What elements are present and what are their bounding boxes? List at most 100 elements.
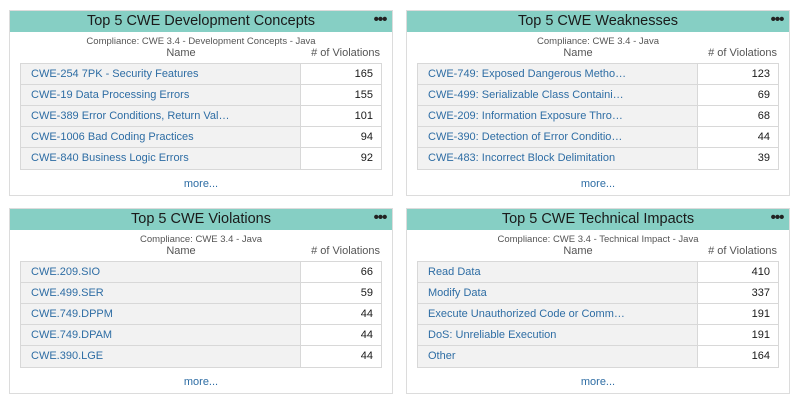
row-name-link[interactable]: CWE-19 Data Processing Errors xyxy=(21,85,301,105)
table-row: CWE-209: Information Exposure Thro… 68 xyxy=(418,106,778,127)
table-header: Name # of Violations xyxy=(417,245,779,258)
column-header-violations: # of Violations xyxy=(311,47,380,59)
widget-technical-impacts: Top 5 CWE Technical Impacts ••• Complian… xyxy=(406,208,790,394)
table-row: Read Data 410 xyxy=(418,262,778,283)
table-row: DoS: Unreliable Execution 191 xyxy=(418,325,778,346)
widget-header: Top 5 CWE Technical Impacts ••• xyxy=(407,209,789,230)
widget-subtitle: Compliance: CWE 3.4 - Java xyxy=(537,36,659,47)
more-options-icon[interactable]: ••• xyxy=(373,209,388,226)
table-row: CWE-1006 Bad Coding Practices 94 xyxy=(21,127,381,148)
widget-subtitle: Compliance: CWE 3.4 - Technical Impact -… xyxy=(497,234,699,245)
column-header-violations: # of Violations xyxy=(708,245,777,257)
table-row: Execute Unauthorized Code or Comm… 191 xyxy=(418,304,778,325)
row-name-link[interactable]: CWE-483: Incorrect Block Delimitation xyxy=(418,148,698,169)
table-row: CWE-749: Exposed Dangerous Metho… 123 xyxy=(418,64,778,85)
row-name-link[interactable]: CWE.749.DPAM xyxy=(21,325,301,345)
row-name-link[interactable]: CWE-749: Exposed Dangerous Metho… xyxy=(418,64,698,84)
row-violation-count: 410 xyxy=(698,262,778,282)
table-body: CWE.209.SIO 66 CWE.499.SER 59 CWE.749.DP… xyxy=(20,261,382,368)
more-link[interactable]: more... xyxy=(580,376,616,388)
column-header-violations: # of Violations xyxy=(311,245,380,257)
more-options-icon[interactable]: ••• xyxy=(373,11,388,28)
table-body: CWE-254 7PK - Security Features 165 CWE-… xyxy=(20,63,382,170)
row-violation-count: 69 xyxy=(698,85,778,105)
table-row: CWE-254 7PK - Security Features 165 xyxy=(21,64,381,85)
column-header-name: Name xyxy=(166,47,196,59)
table-row: CWE-19 Data Processing Errors 155 xyxy=(21,85,381,106)
widget-header: Top 5 CWE Violations ••• xyxy=(10,209,392,230)
row-violation-count: 59 xyxy=(301,283,381,303)
table-row: Modify Data 337 xyxy=(418,283,778,304)
table-row: CWE.749.DPAM 44 xyxy=(21,325,381,346)
row-name-link[interactable]: DoS: Unreliable Execution xyxy=(418,325,698,345)
widget-subtitle: Compliance: CWE 3.4 - Java xyxy=(140,234,262,245)
widget-title: Top 5 CWE Technical Impacts xyxy=(501,211,695,227)
row-violation-count: 44 xyxy=(301,325,381,345)
widget-header: Top 5 CWE Weaknesses ••• xyxy=(407,11,789,32)
table-row: CWE-483: Incorrect Block Delimitation 39 xyxy=(418,148,778,169)
more-link[interactable]: more... xyxy=(183,376,219,388)
row-name-link[interactable]: CWE-390: Detection of Error Conditio… xyxy=(418,127,698,147)
table-row: CWE-389 Error Conditions, Return Val… 10… xyxy=(21,106,381,127)
row-name-link[interactable]: Execute Unauthorized Code or Comm… xyxy=(418,304,698,324)
more-options-icon[interactable]: ••• xyxy=(770,209,785,226)
widget-header: Top 5 CWE Development Concepts ••• xyxy=(10,11,392,32)
column-header-violations: # of Violations xyxy=(708,47,777,59)
row-violation-count: 101 xyxy=(301,106,381,126)
column-header-name: Name xyxy=(563,245,593,257)
row-violation-count: 68 xyxy=(698,106,778,126)
row-violation-count: 191 xyxy=(698,304,778,324)
row-name-link[interactable]: CWE-389 Error Conditions, Return Val… xyxy=(21,106,301,126)
row-name-link[interactable]: CWE-209: Information Exposure Thro… xyxy=(418,106,698,126)
more-options-icon[interactable]: ••• xyxy=(770,11,785,28)
table-row: CWE.749.DPPM 44 xyxy=(21,304,381,325)
widget-violations: Top 5 CWE Violations ••• Compliance: CWE… xyxy=(9,208,393,394)
table-header: Name # of Violations xyxy=(20,47,382,60)
table-row: Other 164 xyxy=(418,346,778,367)
row-violation-count: 191 xyxy=(698,325,778,345)
row-violation-count: 44 xyxy=(301,346,381,367)
row-violation-count: 164 xyxy=(698,346,778,367)
widget-title: Top 5 CWE Violations xyxy=(131,211,271,227)
table-body: Read Data 410 Modify Data 337 Execute Un… xyxy=(417,261,779,368)
table-row: CWE.499.SER 59 xyxy=(21,283,381,304)
row-violation-count: 94 xyxy=(301,127,381,147)
row-name-link[interactable]: CWE.209.SIO xyxy=(21,262,301,282)
more-link[interactable]: more... xyxy=(183,178,219,190)
widget-subtitle: Compliance: CWE 3.4 - Development Concep… xyxy=(86,36,316,47)
row-name-link[interactable]: Other xyxy=(418,346,698,367)
row-violation-count: 337 xyxy=(698,283,778,303)
table-header: Name # of Violations xyxy=(20,245,382,258)
table-row: CWE.209.SIO 66 xyxy=(21,262,381,283)
widget-development-concepts: Top 5 CWE Development Concepts ••• Compl… xyxy=(9,10,393,196)
row-violation-count: 39 xyxy=(698,148,778,169)
row-violation-count: 155 xyxy=(301,85,381,105)
row-violation-count: 44 xyxy=(301,304,381,324)
row-violation-count: 165 xyxy=(301,64,381,84)
row-name-link[interactable]: CWE.390.LGE xyxy=(21,346,301,367)
table-header: Name # of Violations xyxy=(417,47,779,60)
row-violation-count: 44 xyxy=(698,127,778,147)
row-name-link[interactable]: CWE-840 Business Logic Errors xyxy=(21,148,301,169)
row-name-link[interactable]: CWE.749.DPPM xyxy=(21,304,301,324)
row-name-link[interactable]: CWE.499.SER xyxy=(21,283,301,303)
column-header-name: Name xyxy=(563,47,593,59)
table-row: CWE-499: Serializable Class Containi… 69 xyxy=(418,85,778,106)
row-name-link[interactable]: Read Data xyxy=(418,262,698,282)
row-violation-count: 66 xyxy=(301,262,381,282)
table-row: CWE-840 Business Logic Errors 92 xyxy=(21,148,381,169)
table-row: CWE.390.LGE 44 xyxy=(21,346,381,367)
table-body: CWE-749: Exposed Dangerous Metho… 123 CW… xyxy=(417,63,779,170)
row-violation-count: 123 xyxy=(698,64,778,84)
table-row: CWE-390: Detection of Error Conditio… 44 xyxy=(418,127,778,148)
column-header-name: Name xyxy=(166,245,196,257)
row-name-link[interactable]: CWE-254 7PK - Security Features xyxy=(21,64,301,84)
row-name-link[interactable]: Modify Data xyxy=(418,283,698,303)
widget-weaknesses: Top 5 CWE Weaknesses ••• Compliance: CWE… xyxy=(406,10,790,196)
widget-title: Top 5 CWE Development Concepts xyxy=(86,13,316,29)
row-violation-count: 92 xyxy=(301,148,381,169)
more-link[interactable]: more... xyxy=(580,178,616,190)
row-name-link[interactable]: CWE-1006 Bad Coding Practices xyxy=(21,127,301,147)
row-name-link[interactable]: CWE-499: Serializable Class Containi… xyxy=(418,85,698,105)
widget-title: Top 5 CWE Weaknesses xyxy=(517,13,679,29)
